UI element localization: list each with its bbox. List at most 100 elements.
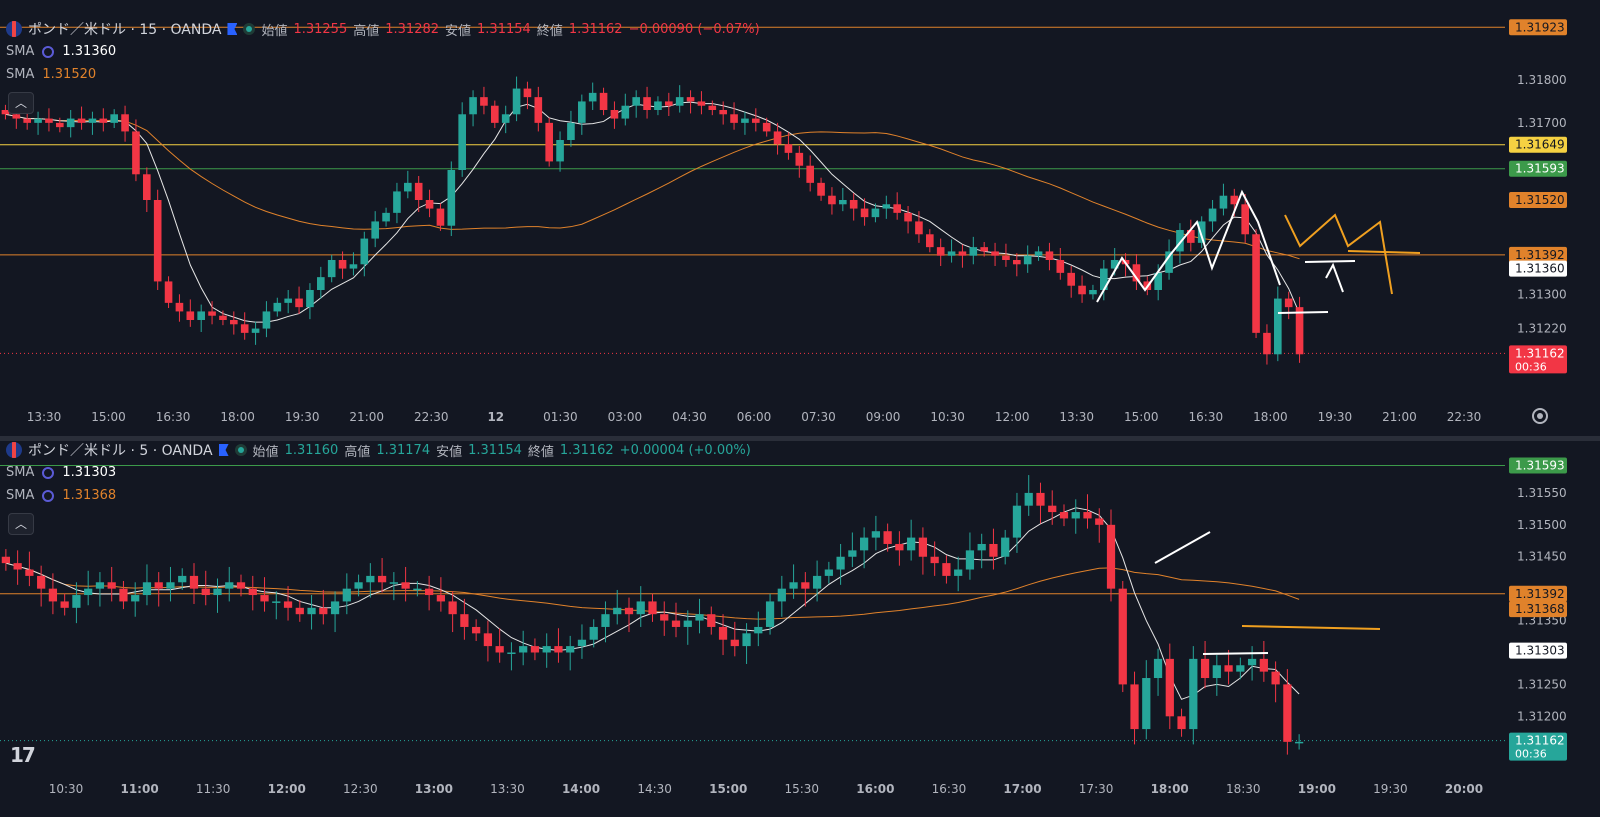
bookmark-flag-icon[interactable] (227, 23, 238, 35)
price-label-box (1509, 732, 1567, 761)
hand-drawn-orange-line (1241, 625, 1381, 630)
sma-settings-icon[interactable] (42, 466, 55, 479)
change-value: −0.00090 (−0.07%) (628, 21, 760, 37)
candle-body (34, 118, 42, 123)
sma-settings-icon[interactable] (42, 489, 55, 502)
chart-pane-5m[interactable]: 1.31550 1.31500 1.31450 1.31350 1.31250 1.312… (0, 441, 1600, 817)
candle-body (225, 582, 234, 589)
tradingview-logo-icon[interactable]: 17 (10, 743, 36, 767)
candle-body (60, 601, 69, 608)
y-tick-label: 1.31500 (1517, 518, 1567, 532)
sma-legend-1[interactable]: SMA 1.31303 (6, 461, 751, 484)
candle-body (636, 601, 645, 615)
candle-body (1189, 658, 1198, 730)
candle-body (119, 588, 128, 602)
candle-body (460, 614, 469, 627)
open-label: 始値 (261, 23, 288, 39)
candle-body (610, 110, 619, 119)
candle-body (283, 601, 293, 608)
candlestick-chart-15m[interactable]: 1.31800 1.31700 1.31300 1.31220 13:30 15:00 16… (0, 0, 1600, 436)
candle-body (895, 543, 904, 551)
candle-body (1056, 260, 1065, 273)
candle-body (66, 118, 75, 128)
collapse-legend-button[interactable]: ︿ (8, 92, 34, 114)
candle-body (201, 588, 210, 596)
candle-body (37, 575, 46, 589)
candle-body (930, 556, 939, 564)
candle-body (643, 97, 651, 110)
candle-body (773, 131, 782, 145)
candle-body (317, 277, 325, 290)
sma-legend-2[interactable]: SMA 1.31520 (6, 63, 760, 86)
sma-legend-2[interactable]: SMA 1.31368 (6, 484, 751, 507)
candle-body (907, 537, 916, 551)
candle-body (84, 588, 93, 596)
sma-line-fast (5, 101, 1301, 323)
candle-body (742, 633, 751, 647)
chevron-up-icon: ︿ (14, 517, 27, 531)
candle-body (377, 575, 387, 583)
candle-body (107, 582, 116, 589)
gbp-usd-flag-icon (6, 442, 22, 458)
candle-body (828, 195, 836, 205)
low-label: 安値 (436, 444, 463, 460)
candle-body (848, 550, 857, 557)
sma-settings-icon[interactable] (42, 45, 55, 58)
candle-body (1013, 260, 1021, 265)
candle-body (741, 118, 749, 123)
sma-label: SMA (6, 465, 35, 480)
chevron-up-icon: ︿ (14, 96, 27, 110)
candle-body (542, 646, 551, 653)
candle-body (686, 97, 695, 102)
candle-body (382, 212, 390, 222)
countdown-text: 00:36 (1515, 360, 1547, 373)
sma-legend-1[interactable]: SMA 1.31360 (6, 40, 760, 63)
bookmark-flag-icon[interactable] (218, 444, 229, 456)
x-tick-label: 21:00 (1382, 410, 1417, 424)
chart-pane-15m[interactable]: 1.31800 1.31700 1.31300 1.31220 13:30 15:00 16… (0, 0, 1600, 436)
candle-body (425, 200, 434, 209)
symbol-title[interactable]: ポンド／米ドル · 15 · OANDA (28, 22, 222, 38)
low-label: 安値 (445, 23, 472, 39)
y-tick-label: 1.31250 (1517, 677, 1567, 691)
x-tick-label: 01:30 (543, 410, 578, 424)
open-value: 1.31160 (284, 442, 339, 458)
candle-body (251, 328, 260, 333)
candle-body (730, 114, 738, 123)
x-tick-label: 10:30 (930, 410, 965, 424)
candle-body (519, 646, 528, 653)
x-tick-label: 04:30 (672, 410, 707, 424)
hand-drawn-orange-line (1347, 250, 1421, 254)
candle-body (472, 626, 481, 634)
collapse-legend-button[interactable]: ︿ (8, 513, 34, 535)
candle-body (164, 281, 173, 303)
candle-body (839, 200, 847, 205)
market-open-icon (234, 444, 247, 456)
candle-body (23, 118, 31, 123)
candlestick-chart-5m[interactable]: 1.315501.315001.314501.313501.312501.312… (0, 441, 1600, 817)
candle-body (936, 247, 945, 256)
price-label-box (1509, 192, 1567, 208)
candle-body (708, 105, 717, 110)
candle-body (1024, 492, 1033, 506)
gear-icon[interactable] (1532, 408, 1548, 424)
price-label-text: 1.31392 (1515, 248, 1565, 262)
candle-body (730, 639, 739, 647)
price-label-box (1509, 136, 1567, 153)
candle-body (675, 97, 684, 106)
x-tick-label: 14:00 (562, 782, 600, 796)
candle-body (197, 311, 205, 320)
y-tick-label: 1.31300 (1517, 287, 1567, 301)
candle-body (671, 620, 681, 627)
candle-body (48, 588, 58, 602)
symbol-title[interactable]: ポンド／米ドル · 5 · OANDA (28, 443, 213, 459)
candle-body (186, 311, 195, 320)
candle-body (523, 88, 532, 98)
candle-body (683, 620, 692, 627)
pane-divider[interactable] (0, 436, 1600, 441)
x-tick-label: 18:00 (1253, 410, 1288, 424)
x-tick-label: 12:30 (343, 782, 378, 796)
x-tick-label: 07:30 (801, 410, 836, 424)
candle-body (240, 324, 249, 333)
candle-body (578, 101, 586, 123)
